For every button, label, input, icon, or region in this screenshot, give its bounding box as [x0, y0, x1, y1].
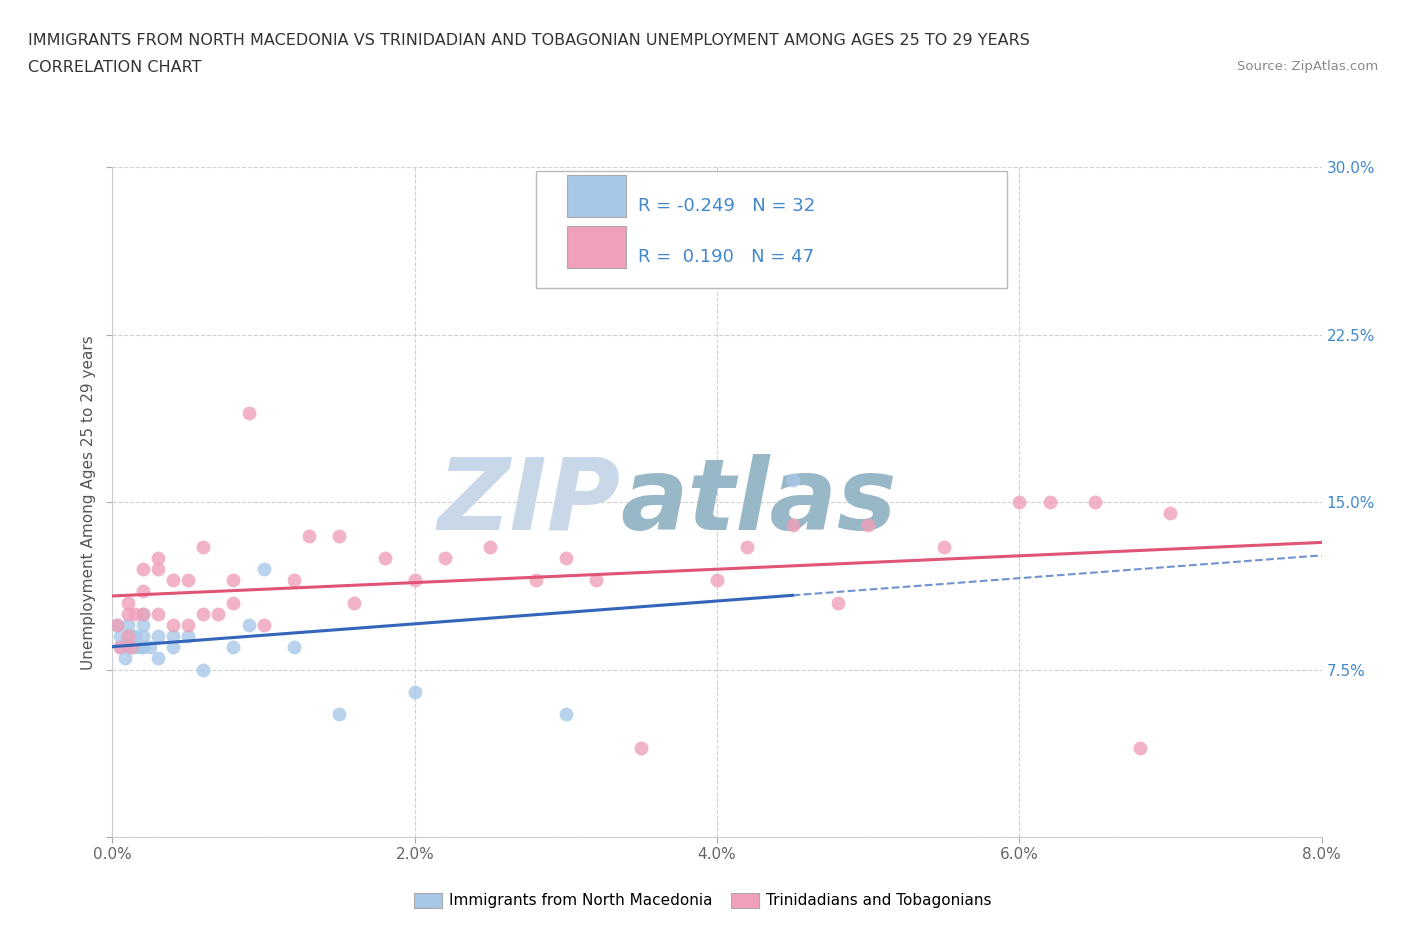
Point: [1008, 495, 1031, 510]
Point: [782, 472, 804, 487]
Point: [146, 606, 169, 621]
Point: [283, 640, 305, 655]
Point: [117, 595, 139, 610]
FancyBboxPatch shape: [536, 171, 1007, 288]
Point: [238, 405, 260, 420]
Point: [120, 640, 142, 655]
Point: [162, 640, 184, 655]
Point: [737, 539, 759, 554]
Point: [404, 684, 426, 699]
Point: [132, 562, 155, 577]
Point: [177, 629, 200, 644]
Point: [117, 629, 139, 644]
Point: [117, 618, 139, 632]
Point: [253, 618, 276, 632]
Point: [177, 618, 200, 632]
Point: [132, 606, 155, 621]
Point: [433, 551, 456, 565]
Point: [162, 629, 184, 644]
Point: [117, 640, 139, 655]
Point: [253, 562, 276, 577]
Point: [132, 629, 155, 644]
Point: [856, 517, 880, 532]
Text: atlas: atlas: [620, 454, 897, 551]
Point: [132, 606, 155, 621]
Text: R = -0.249   N = 32: R = -0.249 N = 32: [638, 197, 815, 215]
Point: [128, 640, 150, 655]
Point: [108, 640, 131, 655]
Point: [191, 662, 215, 677]
Point: [404, 573, 426, 588]
Point: [1159, 506, 1181, 521]
Point: [932, 539, 955, 554]
Point: [191, 539, 215, 554]
Text: Source: ZipAtlas.com: Source: ZipAtlas.com: [1237, 60, 1378, 73]
Point: [207, 606, 229, 621]
Point: [108, 629, 131, 644]
Point: [124, 606, 146, 621]
FancyBboxPatch shape: [567, 175, 626, 217]
Point: [191, 606, 215, 621]
Point: [328, 528, 350, 543]
Point: [1129, 740, 1152, 755]
Point: [162, 573, 184, 588]
Point: [630, 740, 652, 755]
Point: [298, 528, 321, 543]
Point: [706, 573, 728, 588]
Point: [222, 640, 245, 655]
Point: [782, 517, 804, 532]
FancyBboxPatch shape: [567, 226, 626, 268]
Point: [124, 640, 146, 655]
Point: [117, 629, 139, 644]
Point: [479, 539, 502, 554]
Text: IMMIGRANTS FROM NORTH MACEDONIA VS TRINIDADIAN AND TOBAGONIAN UNEMPLOYMENT AMONG: IMMIGRANTS FROM NORTH MACEDONIA VS TRINI…: [28, 33, 1031, 47]
Point: [162, 618, 184, 632]
Point: [146, 651, 169, 666]
Point: [124, 629, 146, 644]
Point: [146, 562, 169, 577]
Point: [108, 640, 131, 655]
Point: [373, 551, 396, 565]
Point: [132, 584, 155, 599]
Point: [1084, 495, 1107, 510]
Legend: Immigrants from North Macedonia, Trinidadians and Tobagonians: Immigrants from North Macedonia, Trinida…: [409, 888, 997, 913]
Point: [827, 595, 849, 610]
Point: [1038, 495, 1062, 510]
Point: [554, 551, 576, 565]
Point: [343, 595, 366, 610]
Point: [120, 640, 142, 655]
Point: [117, 629, 139, 644]
Point: [105, 618, 128, 632]
Y-axis label: Unemployment Among Ages 25 to 29 years: Unemployment Among Ages 25 to 29 years: [80, 335, 96, 670]
Point: [132, 640, 155, 655]
Point: [222, 573, 245, 588]
Text: ZIP: ZIP: [437, 454, 620, 551]
Point: [114, 651, 136, 666]
Point: [132, 618, 155, 632]
Point: [554, 707, 576, 722]
Point: [283, 573, 305, 588]
Point: [117, 606, 139, 621]
Point: [585, 573, 607, 588]
Text: CORRELATION CHART: CORRELATION CHART: [28, 60, 201, 75]
Point: [105, 618, 128, 632]
Point: [139, 640, 162, 655]
Point: [238, 618, 260, 632]
Point: [177, 573, 200, 588]
Point: [146, 629, 169, 644]
Point: [120, 629, 142, 644]
Point: [222, 595, 245, 610]
Text: R =  0.190   N = 47: R = 0.190 N = 47: [638, 247, 814, 266]
Point: [146, 551, 169, 565]
Point: [524, 573, 547, 588]
Point: [328, 707, 350, 722]
